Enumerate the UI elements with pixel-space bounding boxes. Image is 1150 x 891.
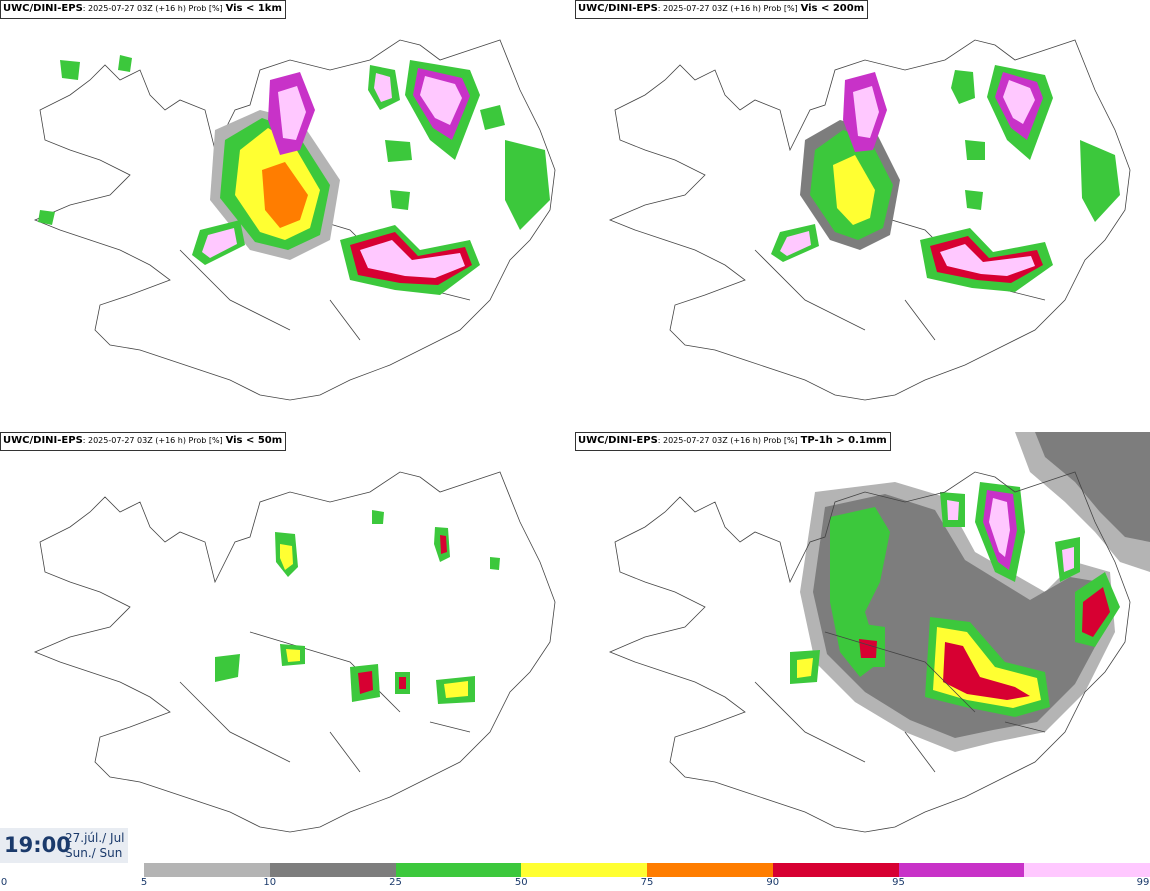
prob-contours <box>790 432 1150 752</box>
panel-title: UWC/DINI-EPS: 2025-07-27 03Z (+16 h) Pro… <box>0 0 286 19</box>
iceland-outline <box>33 471 556 833</box>
panel-title: UWC/DINI-EPS: 2025-07-27 03Z (+16 h) Pro… <box>575 0 869 19</box>
map-panel-vis-50m: UWC/DINI-EPS: 2025-07-27 03Z (+16 h) Pro… <box>0 432 575 864</box>
map-vis-200m <box>608 39 1131 401</box>
valid-time-clock: 19:00 <box>4 833 71 857</box>
colorbar-segment <box>395 863 522 877</box>
colorbar-tick-label: 25 <box>389 877 402 888</box>
map-panel-vis-200m: UWC/DINI-EPS: 2025-07-27 03Z (+16 h) Pro… <box>575 0 1150 432</box>
colorbar-segment <box>269 863 396 877</box>
colorbar-segment <box>647 863 774 877</box>
colorbar-tick-label: 10 <box>263 877 277 888</box>
colorbar-segment <box>772 863 899 877</box>
panel-title: UWC/DINI-EPS: 2025-07-27 03Z (+16 h) Pro… <box>0 432 287 451</box>
colorbar-segment <box>1024 863 1150 877</box>
prob-contours <box>38 55 550 295</box>
colorbar-segment <box>521 863 648 877</box>
prob-contours <box>771 65 1120 292</box>
colorbar-tick-label: 50 <box>514 877 528 888</box>
colorbar-tick-label: 99 <box>1136 877 1150 888</box>
colorbar-tick-label: 75 <box>640 877 654 888</box>
probability-colorbar <box>144 863 1150 877</box>
map-vis-1km <box>33 39 556 401</box>
colorbar-segment <box>898 863 1025 877</box>
iceland-outline <box>608 39 1131 401</box>
valid-time-box: 19:00 27.júl./ Jul Sun./ Sun <box>0 828 128 863</box>
colorbar-tick-label: 95 <box>892 877 905 888</box>
colorbar-segment <box>144 863 271 877</box>
map-panel-vis-1km: UWC/DINI-EPS: 2025-07-27 03Z (+16 h) Pro… <box>0 0 575 432</box>
map-vis-50m <box>33 471 556 833</box>
prob-contours <box>215 510 500 704</box>
iceland-outline <box>608 471 1131 833</box>
colorbar-tick-label: 0 <box>0 877 8 888</box>
panel-title: UWC/DINI-EPS: 2025-07-27 03Z (+16 h) Pro… <box>575 432 891 451</box>
valid-date: 27.júl./ Jul <box>65 831 125 845</box>
valid-day: Sun./ Sun <box>65 846 123 860</box>
map-tp1h <box>608 432 1150 833</box>
map-panel-tp1h: UWC/DINI-EPS: 2025-07-27 03Z (+16 h) Pro… <box>575 432 1150 864</box>
colorbar-tick-label: 5 <box>140 877 148 888</box>
colorbar-tick-label: 90 <box>766 877 780 888</box>
